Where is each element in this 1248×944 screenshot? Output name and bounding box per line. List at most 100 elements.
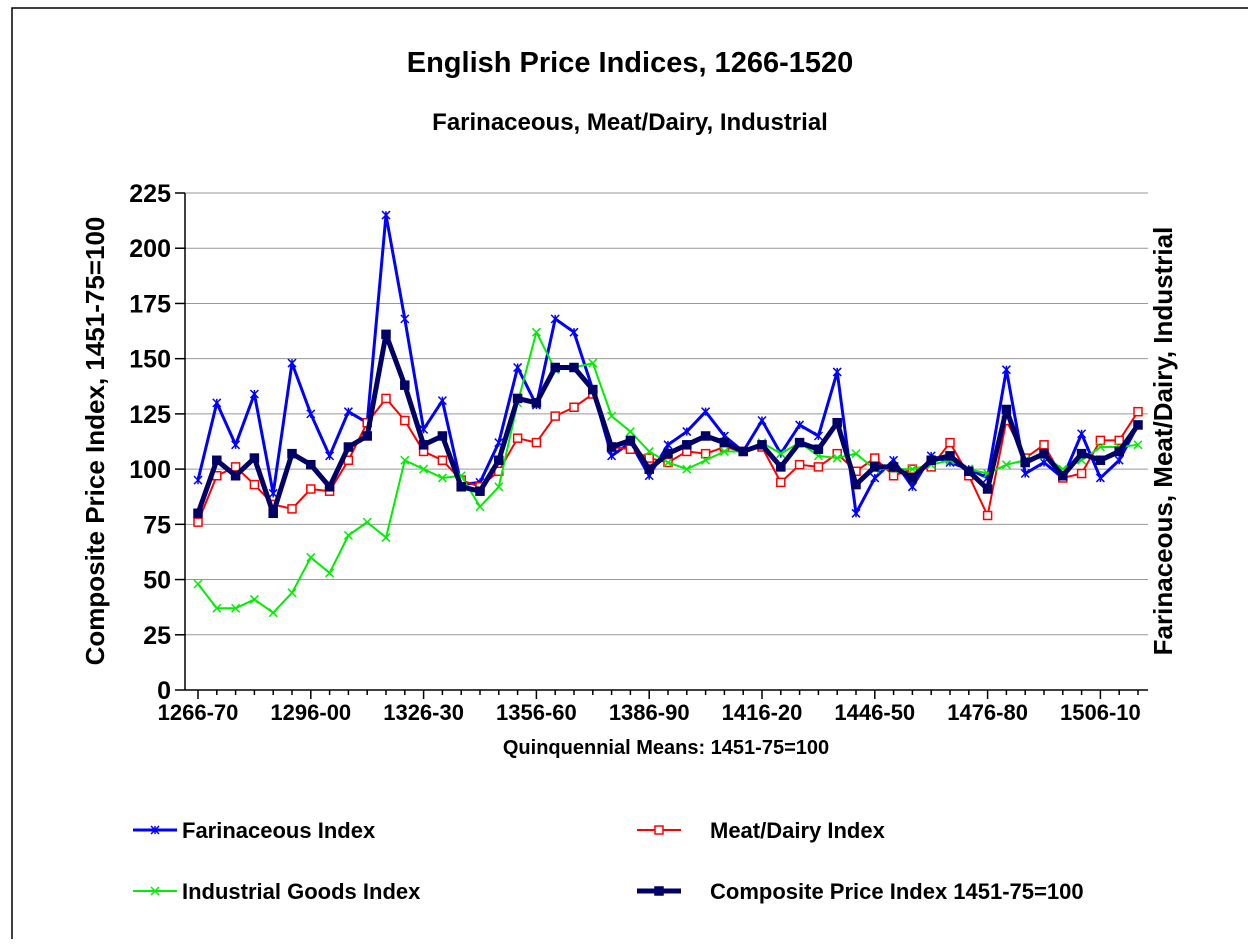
data-point — [513, 362, 523, 373]
data-point — [381, 329, 391, 340]
data-point — [1001, 365, 1011, 375]
data-point — [719, 446, 729, 456]
legend-item: Farinaceous Index — [133, 818, 376, 843]
data-point — [851, 449, 861, 459]
data-point — [1114, 446, 1124, 457]
data-point — [644, 446, 654, 456]
data-point — [851, 508, 861, 518]
data-point — [550, 411, 560, 421]
chart-subtitle: Farinaceous, Meat/Dairy, Industrial — [432, 109, 828, 136]
data-point — [964, 466, 974, 477]
data-point — [701, 407, 711, 417]
data-point — [1020, 457, 1030, 468]
data-point — [1058, 470, 1068, 481]
data-point — [550, 314, 560, 324]
legend-marker — [654, 886, 664, 896]
data-point — [776, 462, 786, 472]
data-point — [682, 440, 692, 450]
data-point — [400, 314, 410, 324]
data-point — [1077, 429, 1087, 439]
data-point — [325, 451, 335, 461]
legend-marker — [654, 825, 664, 835]
data-point — [418, 440, 429, 450]
data-point — [945, 451, 955, 461]
data-point — [682, 427, 692, 437]
data-point — [1114, 455, 1124, 465]
data-point — [569, 362, 579, 373]
data-point — [663, 448, 673, 459]
y-tick-label: 175 — [129, 290, 171, 318]
y-tick-label: 200 — [129, 235, 171, 263]
data-point — [644, 464, 654, 474]
y-tick-label: 100 — [129, 456, 171, 484]
x-tick-label: 1476-80 — [947, 700, 1028, 725]
data-point — [607, 411, 617, 421]
data-point — [343, 530, 353, 540]
data-point — [306, 459, 316, 470]
data-point — [231, 440, 241, 450]
data-point — [1095, 442, 1105, 452]
chart-title: English Price Indices, 1266-1520 — [407, 47, 854, 79]
data-point — [419, 464, 429, 474]
data-point — [287, 358, 297, 368]
data-point — [1095, 473, 1105, 483]
data-point — [757, 440, 767, 450]
x-axis-label: Quinquennial Means: 1451-75=100 — [503, 737, 829, 759]
data-point — [249, 453, 260, 463]
data-point — [888, 470, 899, 481]
data-point — [719, 437, 730, 448]
data-point — [832, 453, 842, 463]
data-point — [1133, 420, 1143, 430]
data-point — [700, 448, 711, 459]
data-point — [851, 479, 861, 490]
y-axis-label: Composite Price Index, 1451-75=100 — [80, 217, 110, 666]
data-point — [888, 462, 899, 472]
data-point — [400, 415, 410, 426]
data-point — [569, 402, 579, 413]
data-point — [982, 510, 993, 521]
y-tick-label: 75 — [143, 511, 171, 539]
data-point — [193, 508, 203, 519]
data-point — [1133, 440, 1143, 450]
data-point — [776, 449, 786, 459]
data-point — [682, 464, 692, 474]
legend-label: Meat/Dairy Index — [710, 818, 886, 843]
data-point — [795, 420, 805, 430]
data-point — [287, 588, 297, 598]
y-tick-label: 25 — [143, 622, 171, 650]
data-point — [212, 398, 222, 408]
data-point — [437, 455, 448, 466]
data-point — [813, 462, 824, 472]
data-point — [550, 362, 560, 373]
data-point — [306, 409, 316, 419]
data-point — [475, 502, 485, 512]
data-point — [606, 442, 617, 452]
data-point — [870, 473, 880, 483]
data-point — [982, 484, 993, 494]
data-point — [437, 396, 447, 406]
data-point — [400, 380, 410, 390]
data-point — [437, 473, 447, 483]
data-point — [249, 479, 260, 490]
data-point — [306, 552, 316, 562]
data-point — [268, 608, 278, 618]
x-tick-label: 1296-00 — [270, 700, 351, 725]
data-point — [700, 431, 711, 441]
data-point — [268, 508, 278, 519]
data-point — [249, 594, 259, 604]
data-point — [381, 210, 391, 220]
data-point — [1001, 460, 1011, 470]
data-point — [926, 455, 936, 466]
data-point — [1039, 448, 1049, 459]
y-tick-label: 0 — [157, 677, 171, 705]
y-tick-label: 50 — [143, 567, 171, 595]
data-point — [193, 579, 203, 589]
data-point — [625, 435, 636, 446]
data-point — [306, 484, 316, 494]
data-point — [437, 431, 448, 441]
data-point — [512, 393, 523, 404]
data-point — [832, 367, 842, 377]
data-point — [907, 482, 917, 492]
data-point — [512, 433, 523, 443]
data-point — [230, 470, 241, 481]
